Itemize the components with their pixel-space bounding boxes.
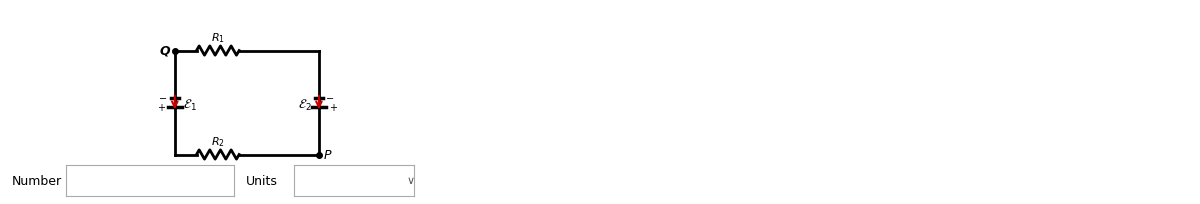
Text: +: + [157,102,164,112]
Text: Number: Number [12,174,62,187]
Text: P: P [324,148,331,161]
Text: −: − [160,94,168,104]
Text: $R_2$: $R_2$ [211,134,224,148]
Text: $R_1$: $R_1$ [211,31,224,44]
Text: +: + [329,102,337,112]
Text: $\mathcal{E}_1$: $\mathcal{E}_1$ [182,97,197,112]
Text: Units: Units [246,174,278,187]
Text: ∨: ∨ [407,176,414,185]
Text: −: − [326,94,335,104]
Text: Q: Q [160,44,170,57]
Text: $\mathcal{E}_2$: $\mathcal{E}_2$ [298,97,311,112]
